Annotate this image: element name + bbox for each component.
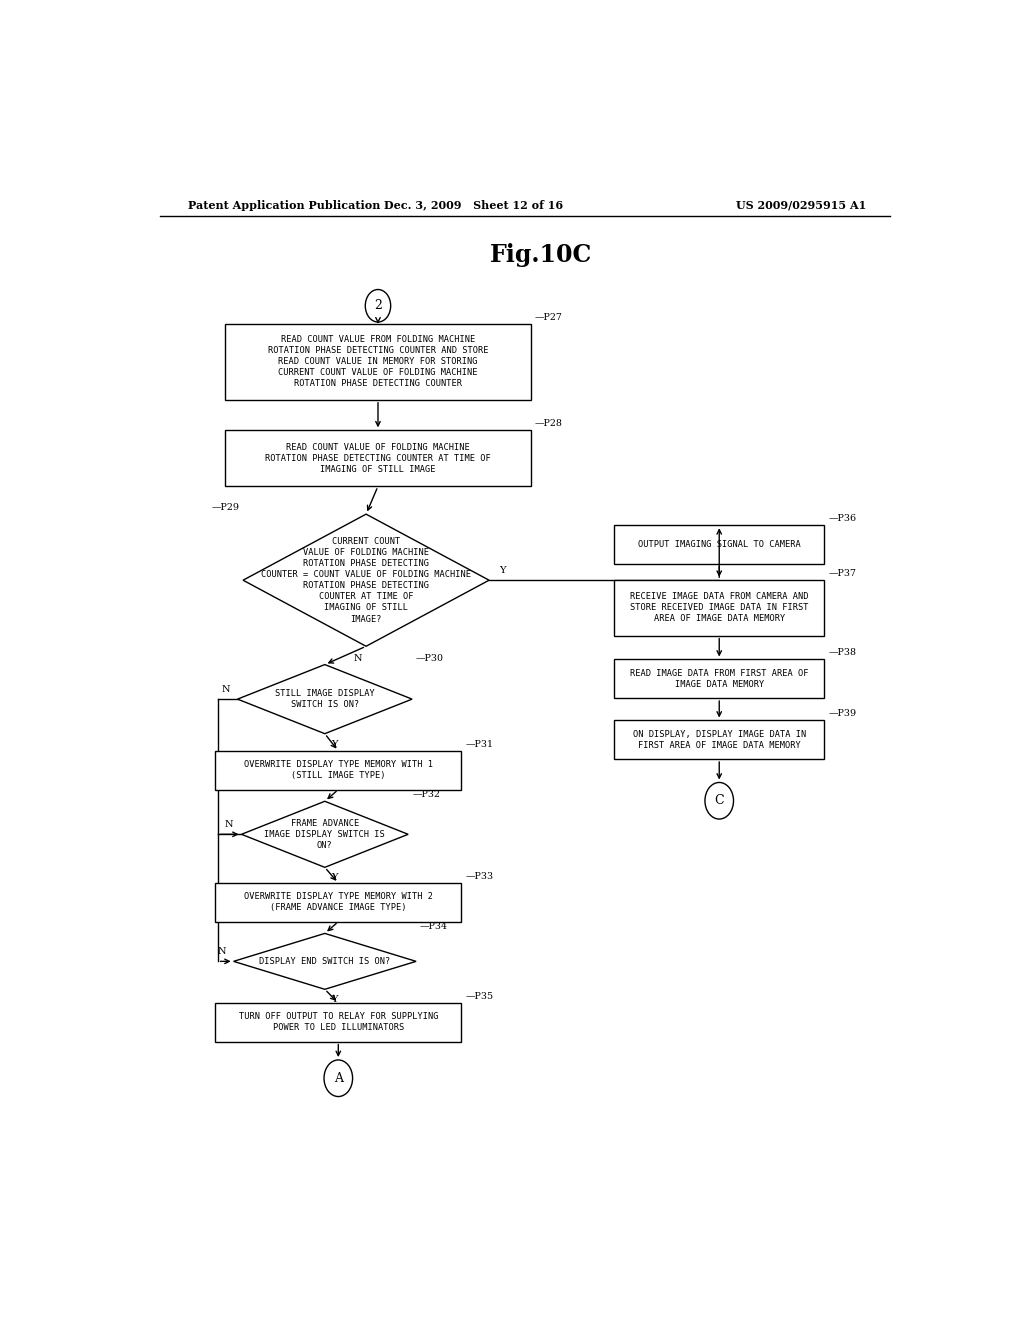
Polygon shape xyxy=(242,801,409,867)
Polygon shape xyxy=(243,515,489,647)
Text: Y: Y xyxy=(331,995,338,1005)
Circle shape xyxy=(324,1060,352,1097)
Text: —P31: —P31 xyxy=(465,741,494,748)
Text: READ COUNT VALUE FROM FOLDING MACHINE
ROTATION PHASE DETECTING COUNTER AND STORE: READ COUNT VALUE FROM FOLDING MACHINE RO… xyxy=(267,335,488,388)
Text: N: N xyxy=(221,685,229,694)
Text: N: N xyxy=(354,655,362,664)
Text: CURRENT COUNT
VALUE OF FOLDING MACHINE
ROTATION PHASE DETECTING
COUNTER = COUNT : CURRENT COUNT VALUE OF FOLDING MACHINE R… xyxy=(261,537,471,623)
Text: US 2009/0295915 A1: US 2009/0295915 A1 xyxy=(736,199,866,211)
Text: —P37: —P37 xyxy=(828,569,856,578)
Text: DISPLAY END SWITCH IS ON?: DISPLAY END SWITCH IS ON? xyxy=(259,957,390,966)
Bar xyxy=(225,323,530,400)
Text: Dec. 3, 2009   Sheet 12 of 16: Dec. 3, 2009 Sheet 12 of 16 xyxy=(384,199,563,211)
Text: Y: Y xyxy=(331,739,338,748)
Polygon shape xyxy=(233,933,416,989)
Text: STILL IMAGE DISPLAY
SWITCH IS ON?: STILL IMAGE DISPLAY SWITCH IS ON? xyxy=(274,689,375,709)
Text: —P28: —P28 xyxy=(535,420,562,428)
Bar xyxy=(215,883,462,921)
Text: OVERWRITE DISPLAY TYPE MEMORY WITH 2
(FRAME ADVANCE IMAGE TYPE): OVERWRITE DISPLAY TYPE MEMORY WITH 2 (FR… xyxy=(244,892,433,912)
Text: —P38: —P38 xyxy=(828,648,856,657)
Text: Y: Y xyxy=(331,874,338,883)
Text: READ COUNT VALUE OF FOLDING MACHINE
ROTATION PHASE DETECTING COUNTER AT TIME OF
: READ COUNT VALUE OF FOLDING MACHINE ROTA… xyxy=(265,442,490,474)
Text: Y: Y xyxy=(499,566,505,576)
Text: FRAME ADVANCE
IMAGE DISPLAY SWITCH IS
ON?: FRAME ADVANCE IMAGE DISPLAY SWITCH IS ON… xyxy=(264,818,385,850)
Text: C: C xyxy=(715,795,724,808)
Text: READ IMAGE DATA FROM FIRST AREA OF
IMAGE DATA MEMORY: READ IMAGE DATA FROM FIRST AREA OF IMAGE… xyxy=(630,669,809,689)
Bar xyxy=(225,430,530,486)
Text: —P39: —P39 xyxy=(828,709,856,718)
Bar xyxy=(614,579,824,636)
Text: —P34: —P34 xyxy=(420,923,449,932)
Circle shape xyxy=(705,783,733,818)
Text: 2: 2 xyxy=(374,300,382,313)
Bar xyxy=(215,1003,462,1041)
Circle shape xyxy=(366,289,391,322)
Text: —P29: —P29 xyxy=(211,503,239,512)
Text: Fig.10C: Fig.10C xyxy=(489,243,592,267)
Text: RECEIVE IMAGE DATA FROM CAMERA AND
STORE RECEIVED IMAGE DATA IN FIRST
AREA OF IM: RECEIVE IMAGE DATA FROM CAMERA AND STORE… xyxy=(630,593,809,623)
Text: —P36: —P36 xyxy=(828,515,856,523)
Bar xyxy=(614,525,824,564)
Text: —P27: —P27 xyxy=(535,313,562,322)
Bar xyxy=(215,751,462,789)
Polygon shape xyxy=(238,664,412,734)
Text: N: N xyxy=(217,948,225,956)
Bar xyxy=(614,660,824,698)
Text: —P32: —P32 xyxy=(412,791,440,799)
Text: Patent Application Publication: Patent Application Publication xyxy=(187,199,380,211)
Text: N: N xyxy=(225,820,233,829)
Text: OVERWRITE DISPLAY TYPE MEMORY WITH 1
(STILL IMAGE TYPE): OVERWRITE DISPLAY TYPE MEMORY WITH 1 (ST… xyxy=(244,760,433,780)
Text: ON DISPLAY, DISPLAY IMAGE DATA IN
FIRST AREA OF IMAGE DATA MEMORY: ON DISPLAY, DISPLAY IMAGE DATA IN FIRST … xyxy=(633,730,806,750)
Text: —P35: —P35 xyxy=(465,993,494,1001)
Text: OUTPUT IMAGING SIGNAL TO CAMERA: OUTPUT IMAGING SIGNAL TO CAMERA xyxy=(638,540,801,549)
Text: TURN OFF OUTPUT TO RELAY FOR SUPPLYING
POWER TO LED ILLUMINATORS: TURN OFF OUTPUT TO RELAY FOR SUPPLYING P… xyxy=(239,1012,438,1032)
Text: —P33: —P33 xyxy=(465,873,494,880)
Text: A: A xyxy=(334,1072,343,1085)
Text: —P30: —P30 xyxy=(416,653,444,663)
Bar xyxy=(614,721,824,759)
